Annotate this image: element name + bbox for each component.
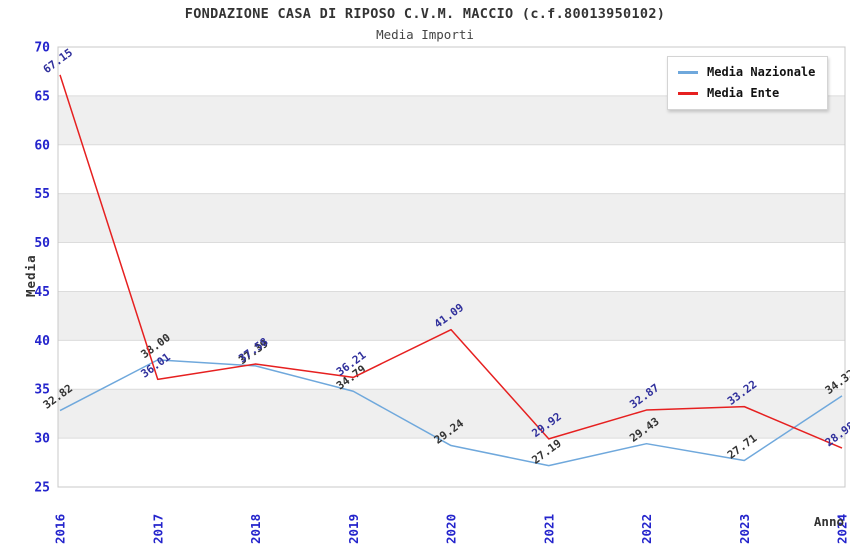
x-tick-label: 2021 [541, 514, 556, 544]
x-tick-label: 2017 [150, 514, 165, 544]
plot-band [58, 291, 845, 341]
y-tick-label: 55 [34, 187, 50, 202]
y-tick-label: 70 [34, 41, 50, 56]
y-tick-label: 65 [34, 89, 50, 104]
chart-subtitle: Media Importi [376, 27, 474, 42]
plot-frame [57, 46, 846, 488]
series-line-media-nazionale [59, 359, 843, 467]
y-tick-label: 40 [34, 334, 50, 349]
legend-swatch-icon [678, 91, 698, 95]
data-label: 34.32 [823, 367, 850, 397]
x-tick-label: 2022 [639, 514, 654, 544]
legend-swatch-icon [678, 70, 698, 74]
legend: Media Nazionale Media Ente [667, 56, 829, 110]
y-tick-label: 25 [34, 481, 50, 496]
y-axis-title: Media [23, 254, 38, 297]
series-line-media-ente [59, 74, 843, 449]
y-tick-label: 35 [34, 383, 50, 398]
x-tick-label: 2018 [248, 514, 263, 544]
legend-item-label: Media Nazionale [707, 65, 816, 79]
y-tick-label: 50 [34, 236, 50, 251]
y-tick-label: 30 [34, 432, 50, 447]
data-label: 27.19 [529, 437, 563, 467]
y-tick-label: 60 [34, 138, 50, 153]
y-tick-label: 45 [34, 285, 50, 300]
plot-band [58, 193, 845, 243]
legend-item: Media Nazionale [678, 65, 815, 79]
x-tick-label: 2023 [737, 514, 752, 544]
x-tick-label: 2024 [835, 514, 850, 544]
legend-item-label: Media Ente [707, 86, 780, 100]
x-axis-title: Anno [813, 514, 844, 529]
legend-item: Media Ente [678, 86, 815, 100]
x-tick-label: 2020 [444, 514, 459, 544]
chart-title: FONDAZIONE CASA DI RIPOSO C.V.M. MACCIO … [184, 6, 666, 22]
x-tick-label: 2019 [346, 514, 361, 544]
plot-band [58, 389, 845, 439]
x-tick-label: 2016 [53, 514, 68, 544]
